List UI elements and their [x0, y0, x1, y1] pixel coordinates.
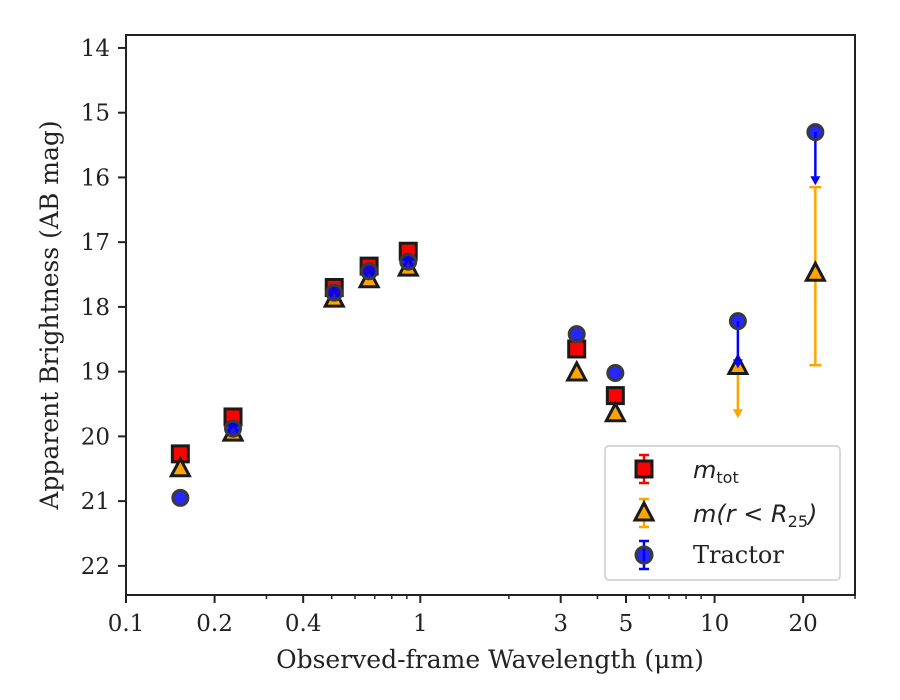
legend: mtot m(r < R25) Tractor: [604, 445, 841, 581]
limit-arrow-mr25: [732, 409, 743, 419]
point-tractor: [399, 252, 418, 271]
point-tractor: [224, 419, 243, 438]
legend-mr25-label: m(r < R25): [693, 500, 817, 531]
limit-arrow-tractor: [732, 359, 743, 369]
y-axis: 14 15 16 17 18 19 20 21 22: [81, 36, 126, 580]
legend-mtot-sub: tot: [716, 468, 738, 487]
y-tick-label: 20: [81, 424, 110, 450]
x-axis: 0.1 0.2 0.4 1 3 5 10 20: [108, 595, 856, 637]
legend-mr25-close: ): [806, 500, 817, 528]
legend-mtot-main: m: [693, 456, 716, 484]
legend-mr25-main: m(r < R: [693, 500, 788, 528]
x-tick-label: 0.4: [285, 611, 322, 637]
y-tick-label: 17: [81, 230, 110, 256]
y-tick-label: 14: [81, 36, 110, 62]
y-tick-label: 21: [81, 489, 110, 515]
point-tractor: [806, 123, 825, 142]
point-mr25: [565, 359, 589, 382]
x-axis-title: Observed-frame Wavelength (μm): [276, 645, 704, 674]
x-tick-label: 0.2: [196, 611, 233, 637]
y-axis-title: Apparent Brightness (AB mag): [35, 120, 64, 510]
legend-mtot-marker: [634, 459, 654, 479]
x-tick-label: 10: [700, 611, 729, 637]
point-mtot: [567, 339, 587, 359]
legend-mr25-marker: [632, 499, 656, 522]
point-tractor: [567, 325, 586, 344]
y-tick-label: 19: [81, 360, 110, 386]
x-tick-label: 1: [413, 611, 428, 637]
limit-arrow-tractor: [810, 176, 821, 186]
data-marks: [168, 123, 827, 507]
y-tick-label: 16: [81, 165, 110, 191]
point-tractor: [360, 262, 379, 281]
point-tractor: [171, 488, 190, 507]
y-tick-label: 22: [81, 554, 110, 580]
point-tractor: [606, 363, 625, 382]
plot-frame: [125, 34, 856, 596]
y-tick-label: 15: [81, 101, 110, 127]
legend-box: [604, 445, 841, 581]
point-mr25: [603, 400, 627, 423]
legend-mr25-sub: 25: [788, 512, 808, 531]
point-mr25: [803, 260, 827, 282]
x-tick-label: 0.1: [108, 611, 145, 637]
legend-tractor-marker: [634, 545, 654, 565]
legend-entry-mr25: m(r < R25): [632, 497, 817, 531]
x-tick-label: 3: [553, 611, 568, 637]
legend-entry-mtot: mtot: [634, 453, 739, 487]
point-mr25: [168, 455, 192, 478]
legend-tractor-label: Tractor: [693, 541, 784, 569]
point-tractor: [325, 283, 344, 302]
x-tick-label: 5: [619, 611, 634, 637]
x-tick-label: 20: [789, 611, 818, 637]
point-tractor: [728, 312, 747, 331]
legend-mtot-label: mtot: [693, 456, 739, 487]
legend-entry-tractor: Tractor: [634, 539, 784, 571]
y-tick-label: 18: [81, 295, 110, 321]
